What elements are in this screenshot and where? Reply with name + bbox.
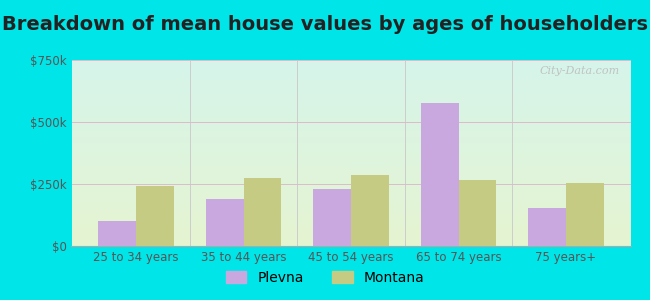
Bar	[313, 189, 351, 246]
Bar	[566, 183, 604, 246]
Bar	[98, 221, 136, 246]
Bar	[206, 199, 244, 246]
Bar	[421, 103, 458, 246]
Bar	[136, 187, 174, 246]
Bar	[458, 180, 496, 246]
Text: City-Data.com: City-Data.com	[540, 66, 619, 76]
Legend: Plevna, Montana: Plevna, Montana	[220, 265, 430, 290]
Bar	[528, 208, 566, 246]
Bar	[351, 175, 389, 246]
Text: Breakdown of mean house values by ages of householders: Breakdown of mean house values by ages o…	[2, 15, 648, 34]
Bar	[244, 178, 281, 246]
